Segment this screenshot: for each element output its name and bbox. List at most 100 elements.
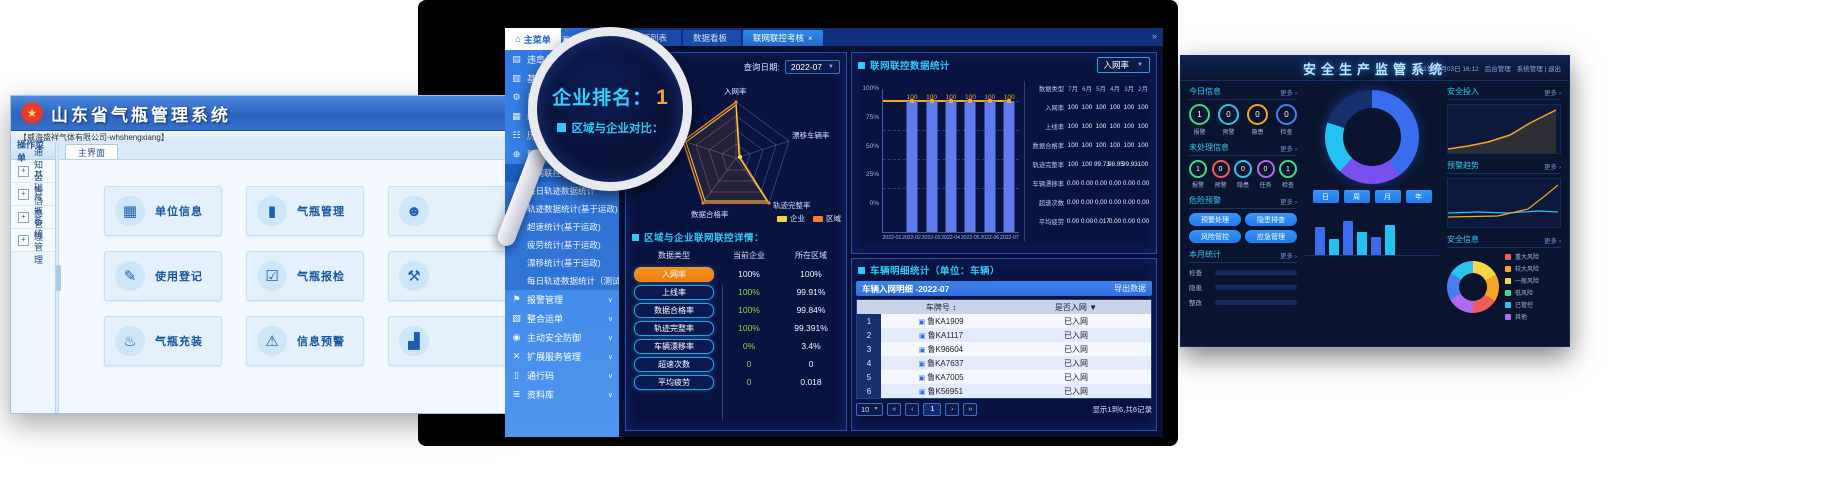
monthly-value: 0.00 [1136,218,1150,225]
table-row[interactable]: 2 ▣ 鲁KA1117 已入网 [857,328,1151,342]
row-index: 4 [857,356,881,370]
data-type-button[interactable]: 入网率 [634,266,714,282]
sidebar-menu-item[interactable]: ⚑ 报警管理 ∨ [505,290,619,309]
data-type-button[interactable]: 超速次数 [634,356,714,372]
table-row[interactable]: 6 ▣ 鲁K56951 已入网 [857,384,1151,398]
bar[interactable] [945,101,957,232]
submenu-item[interactable]: 疲劳统计(基于运政) [505,236,619,254]
tile-icon: ⚠ [257,326,287,356]
main-menu-label: 主菜单 [523,34,551,45]
bar[interactable] [906,101,918,232]
legend-swatch [1505,253,1511,260]
module-tile[interactable]: ♨ 气瓶充装 [104,316,222,366]
system-menu-link[interactable]: 系统管理 | 退出 [1516,66,1561,73]
time-chip[interactable]: 年 [1405,190,1432,203]
more-link[interactable]: 更多 › [1280,252,1297,260]
module-tile[interactable]: ⚠ 信息预警 [246,316,364,366]
expand-plus-icon[interactable]: + [18,165,29,177]
module-tile[interactable]: ☑ 气瓶报检 [246,251,364,301]
bar[interactable] [926,101,938,232]
region-value: 99.91% [796,287,826,297]
page-size-select[interactable]: 10 ▼ [856,402,884,416]
data-type-button[interactable]: 上线率 [634,284,714,300]
dashboard-tab[interactable]: 数据看板 [683,30,742,46]
more-link[interactable]: 更多 › [1544,89,1561,97]
table-row[interactable]: 4 ▣ 鲁KA7637 已入网 [857,356,1151,370]
metric-dropdown[interactable]: 入网率 ▼ [1096,57,1150,73]
sidebar-menu-item[interactable]: + 通知公告 [11,147,55,196]
expand-plus-icon[interactable]: + [18,211,29,223]
more-link[interactable]: 更多 › [1280,145,1297,153]
datetime-label: 2022年08月03日 16:12 [1412,66,1479,73]
tab-overflow-icon[interactable]: » [1151,31,1157,41]
sidebar-menu-item[interactable]: ▯ 通行码 ∨ [505,366,619,385]
more-link[interactable]: 更多 › [1280,89,1297,97]
tab-close-icon[interactable]: × [808,33,813,43]
prev-page-button[interactable]: ‹ [905,402,920,416]
first-page-button[interactable]: « [887,402,902,416]
legend-label: 其他 [1515,315,1528,321]
data-type-button[interactable]: 轨迹完整率 [634,320,714,336]
module-tile[interactable]: ✎ 使用登记 [104,251,222,301]
bar[interactable] [964,101,976,232]
filter-icon: ▼ [1089,302,1098,312]
tab-main-view[interactable]: 主界面 [65,144,119,159]
sidebar-menu-item[interactable]: ▧ 整合运单 ∨ [505,309,619,328]
sidebar-splitter[interactable] [55,143,61,413]
submenu-item[interactable]: 每日轨迹数据统计 [505,182,619,200]
more-link[interactable]: 更多 › [1280,198,1297,206]
time-chip[interactable]: 月 [1374,190,1401,203]
query-date-select[interactable]: 2022-07 ▼ [784,60,840,74]
bar[interactable] [1003,101,1015,232]
table-row[interactable]: 3 ▣ 鲁K96604 已入网 [857,342,1151,356]
current-page-input[interactable]: 1 [923,402,942,416]
status-col-header[interactable]: 是否入网 ▼ [1054,302,1098,312]
main-menu-button[interactable]: ⌂ 主菜单 [505,28,561,50]
sidebar-menu-item[interactable]: + 系统管理 [11,216,55,265]
submenu-item[interactable]: 每日轨迹数据统计（测试） [505,272,619,290]
danger-button[interactable]: 隐患排查 [1245,213,1297,226]
more-link[interactable]: 更多 › [1544,237,1561,245]
admin-link[interactable]: 后台管理 [1484,66,1511,73]
table-row[interactable]: 5 ▣ 鲁KA7005 已入网 [857,370,1151,384]
detail-row: 轨迹完整率 100% 99.391% [630,319,842,337]
sidebar-menu-item[interactable]: ◉ 主动安全防御 ∨ [505,328,619,347]
menu-item-label: 扩展服务管理 [527,352,582,362]
expand-plus-icon[interactable]: + [18,234,29,246]
table-row[interactable]: 1 ▣ 鲁KA1909 已入网 [857,314,1151,328]
module-tile[interactable]: ⚒ [388,251,506,301]
sidebar-menu-item[interactable]: ≣ 资料库 ∨ [505,385,619,404]
company-value: 0 [746,377,752,387]
next-page-button[interactable]: › [945,402,960,416]
danger-button[interactable]: 应急管理 [1245,230,1297,243]
sidebar-menu-item[interactable]: + 基础信息 [11,170,55,219]
module-tile[interactable]: ☻ [388,186,506,236]
more-link[interactable]: 更多 › [1544,163,1561,171]
time-chip[interactable]: 日 [1312,190,1339,203]
module-tile[interactable]: ▦ 单位信息 [104,186,222,236]
chevron-down-icon: ∨ [607,334,613,342]
bar[interactable] [984,101,996,232]
module-tile[interactable]: ▮ 气瓶管理 [246,186,364,236]
submenu-item[interactable]: 超速统计(基于运政) [505,218,619,236]
submenu-item[interactable]: 轨迹数据统计(基于运政) [505,200,619,218]
sidebar-menu-item[interactable]: ✕ 扩展服务管理 ∨ [505,347,619,366]
danger-button[interactable]: 预警处理 [1189,213,1241,226]
module-tile[interactable]: ▟ [388,316,506,366]
main-content: 主界面 ▦ 单位信息 ▮ 气瓶管理 [59,143,506,413]
data-type-button[interactable]: 数据合格率 [634,302,714,318]
vehicle-plate-icon: ▣ [919,332,926,340]
submenu-item[interactable]: 漂移统计(基于运政) [505,254,619,272]
company-value: 100% [738,305,760,315]
sidebar-menu-item[interactable]: + 气瓶管理 [11,193,55,242]
plate-col-header[interactable]: 车牌号 ↕ [925,302,957,312]
last-page-button[interactable]: » [963,402,978,416]
data-type-button[interactable]: 平均疲劳 [634,374,714,390]
splitter-handle-icon[interactable] [55,265,61,291]
dashboard-tab[interactable]: 联网联控考核 × [743,30,823,46]
export-data-button[interactable]: 导出数据 [1114,284,1146,293]
danger-button[interactable]: 风险管控 [1189,230,1241,243]
expand-plus-icon[interactable]: + [18,188,29,200]
data-type-button[interactable]: 车辆漂移率 [634,338,714,354]
time-chip[interactable]: 周 [1343,190,1370,203]
